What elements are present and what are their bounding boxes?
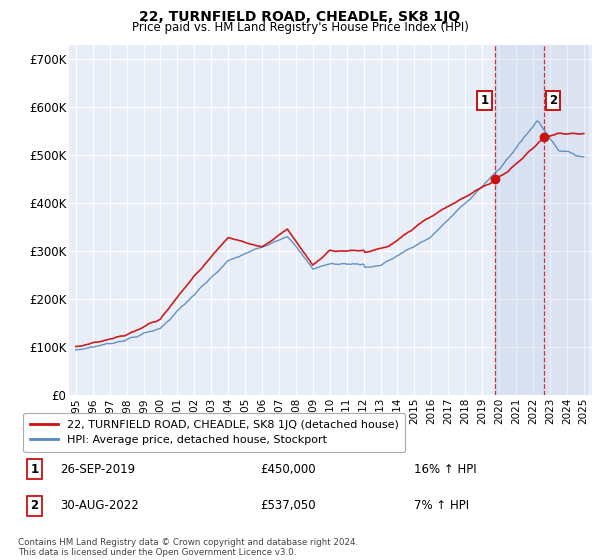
Text: £537,050: £537,050: [260, 499, 316, 512]
Text: Price paid vs. HM Land Registry's House Price Index (HPI): Price paid vs. HM Land Registry's House …: [131, 21, 469, 34]
Bar: [544, 45, 589, 395]
Bar: [494, 45, 544, 395]
Text: 7% ↑ HPI: 7% ↑ HPI: [414, 499, 469, 512]
Legend: 22, TURNFIELD ROAD, CHEADLE, SK8 1JQ (detached house), HPI: Average price, detac: 22, TURNFIELD ROAD, CHEADLE, SK8 1JQ (de…: [23, 413, 405, 452]
Text: 1: 1: [31, 463, 38, 476]
Text: 16% ↑ HPI: 16% ↑ HPI: [414, 463, 476, 476]
Text: 26-SEP-2019: 26-SEP-2019: [60, 463, 135, 476]
Text: £450,000: £450,000: [260, 463, 316, 476]
Text: 30-AUG-2022: 30-AUG-2022: [60, 499, 139, 512]
Text: 1: 1: [481, 95, 488, 108]
Text: 22, TURNFIELD ROAD, CHEADLE, SK8 1JQ: 22, TURNFIELD ROAD, CHEADLE, SK8 1JQ: [139, 10, 461, 24]
Text: 2: 2: [31, 499, 38, 512]
Text: 2: 2: [550, 95, 557, 108]
Text: Contains HM Land Registry data © Crown copyright and database right 2024.
This d: Contains HM Land Registry data © Crown c…: [18, 538, 358, 557]
